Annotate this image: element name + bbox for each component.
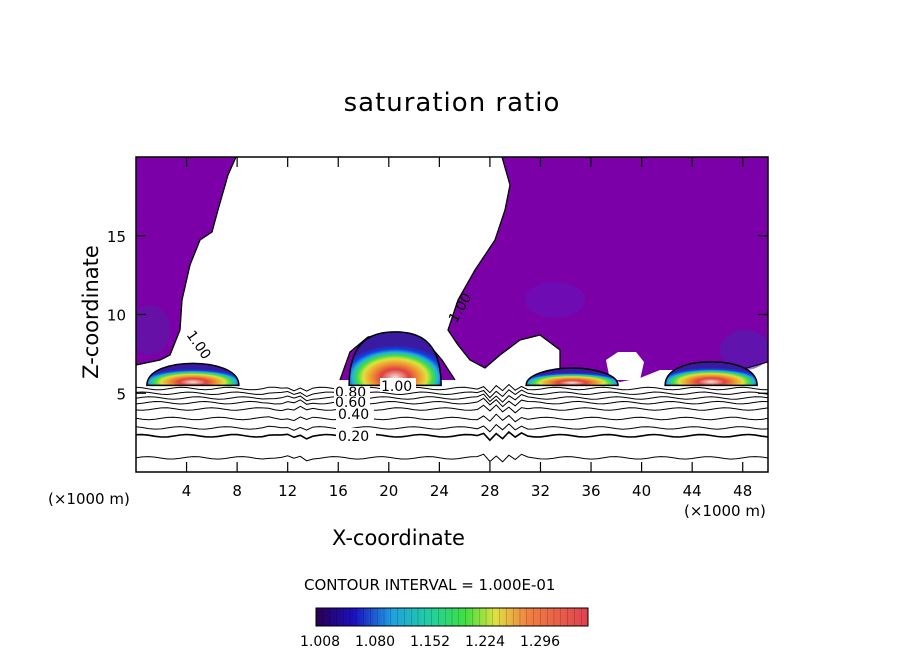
contour-label: 0.40 — [338, 407, 369, 423]
subsaturated-patch — [606, 352, 644, 380]
label-bg — [336, 428, 376, 442]
y-tick-label: 5 — [116, 385, 126, 403]
saturated-region — [448, 157, 768, 382]
contour-line — [136, 157, 237, 366]
colorbar-labels: 1.008 1.080 1.152 1.224 1.296 — [300, 634, 560, 650]
x-tick-label: 48 — [733, 482, 752, 500]
contour-line — [136, 383, 768, 394]
colorbar-label: 1.008 — [300, 634, 340, 650]
x-tick-label: 24 — [430, 482, 449, 500]
contour-line — [136, 397, 768, 408]
haze — [136, 305, 170, 355]
chart-title: saturation ratio — [343, 88, 561, 118]
x-tick-label: 32 — [531, 482, 550, 500]
haze — [720, 330, 768, 370]
y-tick-label: 10 — [107, 307, 126, 325]
x-tick-label: 12 — [278, 482, 297, 500]
contour-line — [136, 404, 768, 414]
x-tick-label: 28 — [480, 482, 499, 500]
contour-layers — [136, 383, 768, 463]
contour-label: 0.20 — [338, 429, 369, 445]
contour-line — [136, 389, 768, 399]
y-tick-label: 15 — [107, 228, 126, 246]
cloud-cell — [348, 331, 442, 387]
colorbar-stripes — [322, 608, 582, 626]
contour-line — [136, 423, 768, 433]
x-tick-label: 4 — [182, 482, 192, 500]
label-bg — [380, 378, 416, 392]
cloud-cell — [664, 360, 758, 387]
plot-area — [136, 157, 768, 463]
contour-label: 1.00 — [183, 328, 214, 363]
y-axis-label: Z-coordinate — [79, 245, 103, 379]
contour-line — [136, 413, 768, 423]
x-unit-label: (×1000 m) — [48, 490, 130, 508]
x-tick-label: 16 — [329, 482, 348, 500]
contour-label: 1.00 — [381, 379, 412, 395]
contour-line — [136, 453, 768, 463]
haze — [525, 282, 585, 318]
colorbar-label: 1.224 — [465, 634, 505, 650]
x-axis-label: X-coordinate — [332, 526, 465, 550]
contour-line — [136, 430, 768, 442]
cloud-cell — [146, 362, 240, 387]
colorbar-label: 1.296 — [520, 634, 560, 650]
x-unit-label-right: (×1000 m) — [684, 502, 766, 520]
contour-line — [136, 393, 768, 403]
label-bg — [336, 407, 374, 421]
x-tick-label: 20 — [379, 482, 398, 500]
colorbar-label: 1.152 — [410, 634, 450, 650]
cloud-cell — [525, 367, 619, 387]
colorbar — [315, 607, 589, 627]
contour-line — [447, 157, 561, 380]
label-bg — [334, 396, 370, 408]
x-tick-label: 44 — [683, 482, 702, 500]
colorbar-label: 1.080 — [355, 634, 395, 650]
contour-interval: CONTOUR INTERVAL = 1.000E-01 — [304, 576, 556, 594]
x-tick-label: 36 — [581, 482, 600, 500]
cloud-cells — [146, 331, 758, 387]
label-bg — [334, 386, 370, 398]
x-tick-label: 40 — [632, 482, 651, 500]
x-tick-label: 8 — [232, 482, 242, 500]
